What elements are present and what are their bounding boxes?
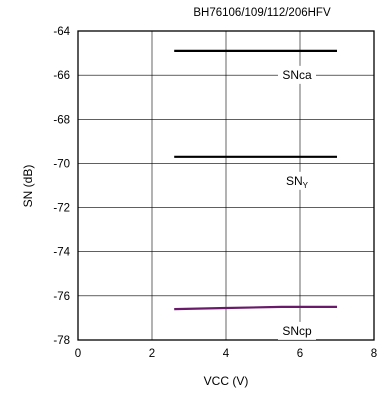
y-tick-label: -70 (53, 158, 70, 170)
y-tick-label: -66 (53, 70, 70, 82)
chart-title: BH76106/109/112/206HFV (193, 7, 331, 19)
series-label-bg-1 (281, 171, 313, 190)
y-tick-label: -78 (53, 335, 70, 347)
series-label-2: SNcp (282, 324, 312, 338)
series-label-subscript: Y (303, 181, 309, 190)
series-labels: SNca SNY SNcp (278, 65, 316, 340)
plot-frame (77, 30, 375, 341)
x-axis-label: VCC (V) (204, 374, 249, 388)
y-tick-label: -68 (53, 114, 70, 126)
y-tick-label: -76 (53, 291, 70, 303)
x-tick-labels: 0 2 4 6 8 (75, 348, 377, 360)
grid (78, 31, 374, 340)
y-tick-labels: -64 -66 -68 -70 -72 -74 -76 -78 (53, 26, 70, 347)
series-label-0: SNca (282, 68, 312, 82)
series-label-bg-2 (278, 321, 316, 340)
series-label-1: SNY (286, 174, 309, 190)
y-tick-label: -74 (53, 247, 70, 259)
x-tick-label: 0 (75, 348, 81, 360)
series-lines (174, 49, 337, 311)
series-label-name: SN (286, 174, 303, 188)
x-tick-label: 8 (371, 348, 377, 360)
series-label-bg-0 (278, 65, 316, 84)
series-line-2 (174, 305, 337, 311)
series-label-name: SNca (282, 68, 312, 82)
series-label-name: SNcp (282, 324, 312, 338)
x-tick-label: 4 (223, 348, 230, 360)
y-tick-label: -72 (53, 203, 70, 215)
y-tick-label: -64 (53, 26, 70, 38)
y-axis-label: SN (dB) (21, 165, 35, 208)
x-tick-label: 2 (149, 348, 155, 360)
x-tick-label: 6 (297, 348, 303, 360)
